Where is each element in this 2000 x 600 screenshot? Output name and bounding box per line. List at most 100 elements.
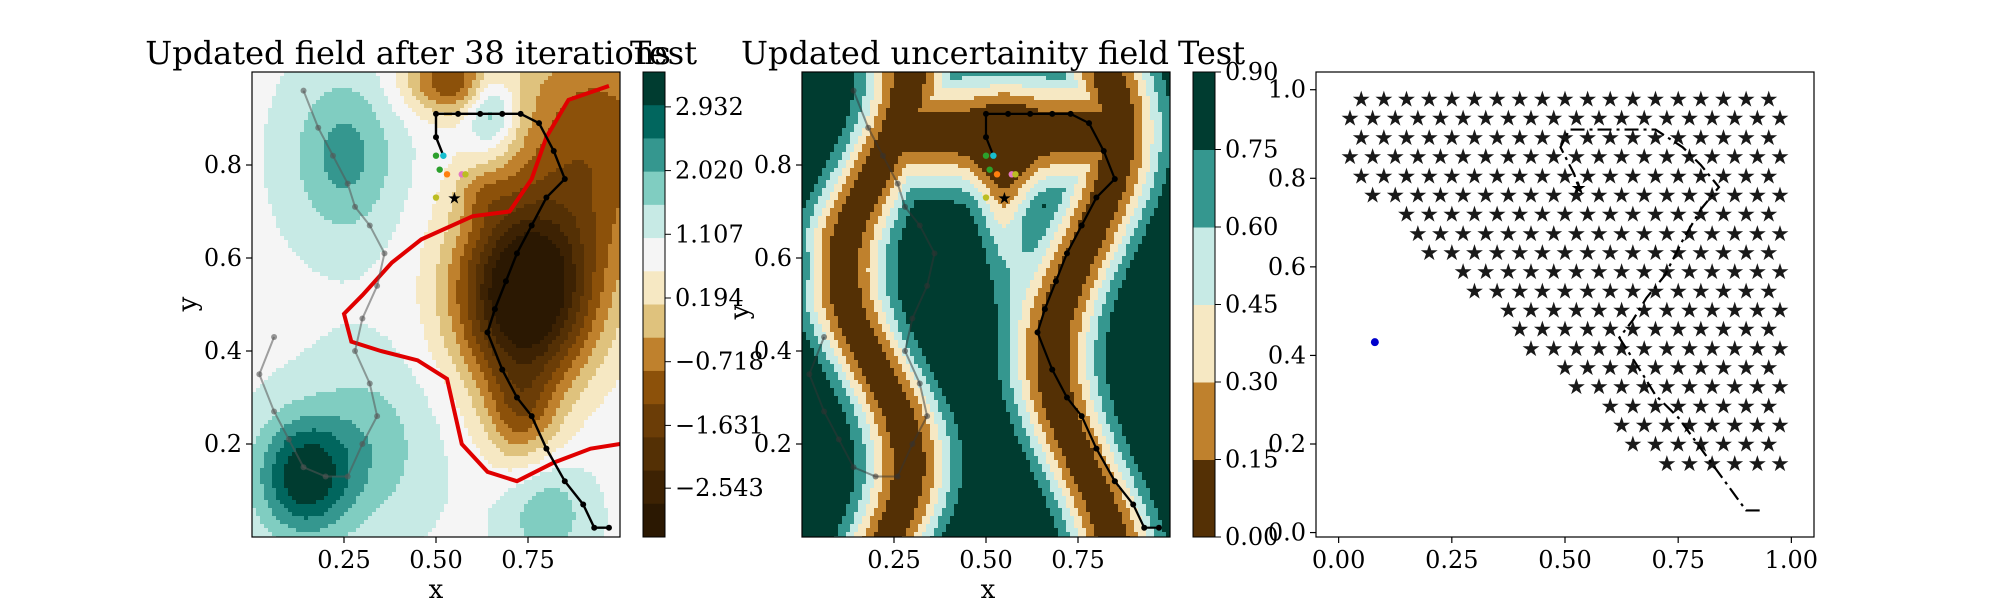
field-cell xyxy=(320,108,325,113)
field-cell xyxy=(308,88,313,93)
field-cell xyxy=(344,168,349,173)
field-cell xyxy=(388,448,393,453)
field-cell xyxy=(332,340,337,345)
field-cell xyxy=(344,228,349,233)
field-cell xyxy=(304,308,309,313)
field-cell xyxy=(296,280,301,285)
field-cell xyxy=(252,108,257,113)
field-cell xyxy=(396,524,401,529)
field-cell xyxy=(276,420,281,425)
field-cell xyxy=(328,296,333,301)
field-cell xyxy=(404,432,409,437)
field-cell xyxy=(260,516,265,521)
field-cell xyxy=(256,312,261,317)
field-cell xyxy=(316,232,321,237)
field-cell xyxy=(380,520,385,525)
field-cell xyxy=(376,200,381,205)
field-cell xyxy=(368,200,373,205)
field-cell xyxy=(332,72,337,77)
field-cell xyxy=(388,412,393,417)
field-cell xyxy=(328,256,333,261)
field-cell xyxy=(348,276,353,281)
field-cell xyxy=(276,184,281,189)
field-cell xyxy=(368,144,373,149)
field-cell xyxy=(324,496,329,501)
field-cell xyxy=(336,116,341,121)
field-cell xyxy=(312,248,317,253)
field-cell xyxy=(332,332,337,337)
field-cell xyxy=(320,244,325,249)
field-cell xyxy=(356,352,361,357)
field-cell xyxy=(404,120,409,125)
field-cell xyxy=(304,204,309,209)
field-cell xyxy=(404,512,409,517)
field-cell xyxy=(372,440,377,445)
field-cell xyxy=(352,376,357,381)
field-cell xyxy=(316,100,321,105)
field-cell xyxy=(264,204,269,209)
field-cell xyxy=(304,232,309,237)
field-cell xyxy=(336,516,341,521)
field-cell xyxy=(332,372,337,377)
field-cell xyxy=(352,336,357,341)
field-cell xyxy=(376,140,381,145)
field-cell xyxy=(416,192,421,197)
field-cell xyxy=(348,216,353,221)
field-cell xyxy=(280,108,285,113)
field-cell xyxy=(260,144,265,149)
field-cell xyxy=(360,132,365,137)
field-cell xyxy=(276,528,281,533)
field-cell xyxy=(328,516,333,521)
field-cell xyxy=(328,212,333,217)
field-cell xyxy=(408,392,413,397)
field-cell xyxy=(404,476,409,481)
field-cell xyxy=(292,444,297,449)
field-cell xyxy=(312,492,317,497)
field-cell xyxy=(272,440,277,445)
field-cell xyxy=(296,116,301,121)
field-cell xyxy=(376,96,381,101)
field-cell xyxy=(348,176,353,181)
field-cell xyxy=(356,448,361,453)
field-cell xyxy=(392,336,397,341)
field-cell xyxy=(304,428,309,433)
field-cell xyxy=(292,220,297,225)
field-cell xyxy=(340,436,345,441)
field-cell xyxy=(276,160,281,165)
field-cell xyxy=(308,360,313,365)
field-cell xyxy=(324,116,329,121)
field-cell xyxy=(320,516,325,521)
field-cell xyxy=(396,392,401,397)
field-cell xyxy=(364,472,369,477)
field-cell xyxy=(376,88,381,93)
field-cell xyxy=(380,220,385,225)
field-cell xyxy=(260,428,265,433)
field-cell xyxy=(268,200,273,205)
field-cell xyxy=(292,464,297,469)
field-cell xyxy=(404,376,409,381)
field-cell xyxy=(264,220,269,225)
field-cell xyxy=(252,204,257,209)
field-cell xyxy=(392,292,397,297)
field-cell xyxy=(384,176,389,181)
field-cell xyxy=(336,436,341,441)
field-cell xyxy=(332,120,337,125)
field-cell xyxy=(296,420,301,425)
field-cell xyxy=(332,404,337,409)
field-cell xyxy=(420,396,425,401)
field-cell xyxy=(284,84,289,89)
field-cell xyxy=(388,392,393,397)
field-cell xyxy=(300,308,305,313)
field-cell xyxy=(388,288,393,293)
field-cell xyxy=(260,368,265,373)
field-cell xyxy=(284,368,289,373)
field-cell xyxy=(376,168,381,173)
field-cell xyxy=(308,448,313,453)
field-cell xyxy=(292,148,297,153)
field-cell xyxy=(364,424,369,429)
field-cell xyxy=(372,296,377,301)
field-cell xyxy=(336,504,341,509)
field-cell xyxy=(252,224,257,229)
field-cell xyxy=(260,264,265,269)
field-cell xyxy=(408,448,413,453)
